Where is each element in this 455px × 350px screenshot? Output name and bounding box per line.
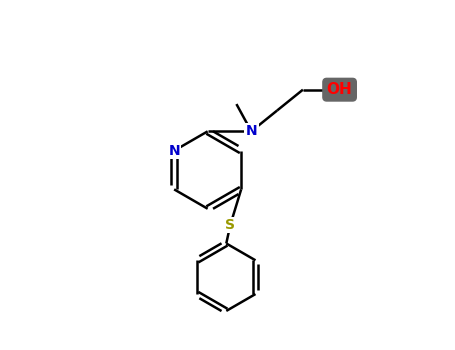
Text: OH: OH: [327, 82, 353, 97]
Text: S: S: [225, 218, 235, 232]
Text: N: N: [168, 144, 180, 158]
Text: N: N: [246, 124, 257, 138]
